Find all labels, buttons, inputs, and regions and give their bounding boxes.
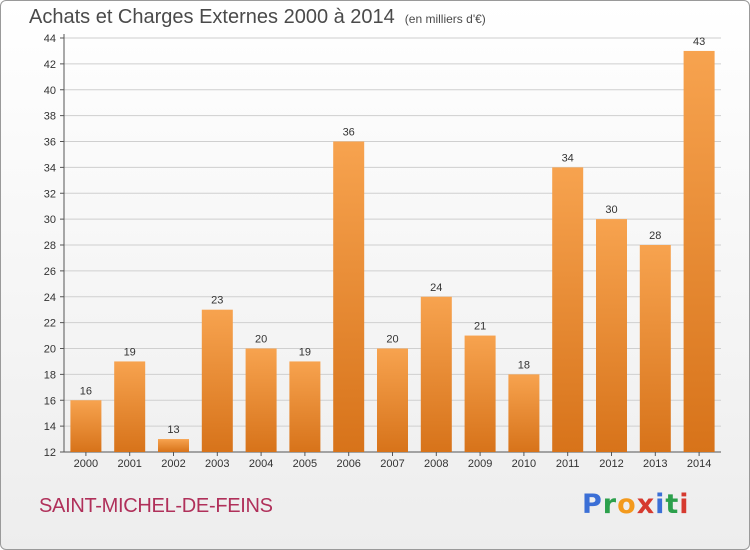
commune-name: SAINT-MICHEL-DE-FEINS bbox=[39, 495, 273, 517]
x-tick-label: 2010 bbox=[512, 458, 536, 470]
x-tick-label: 2005 bbox=[293, 458, 317, 470]
y-tick-label: 14 bbox=[44, 421, 56, 433]
bar-value-label: 21 bbox=[474, 321, 486, 333]
bar bbox=[245, 348, 277, 452]
x-tick-label: 2011 bbox=[556, 458, 580, 470]
bar bbox=[683, 50, 715, 452]
x-tick-label: 2006 bbox=[336, 458, 360, 470]
bar-value-label: 36 bbox=[343, 127, 355, 139]
bar-value-label: 23 bbox=[211, 295, 223, 307]
bar bbox=[158, 439, 189, 452]
x-tick-label: 2009 bbox=[468, 458, 492, 470]
bar-value-label: 20 bbox=[386, 334, 398, 346]
x-tick-label: 2000 bbox=[74, 458, 98, 470]
x-tick-label: 2001 bbox=[117, 458, 141, 470]
bar-value-label: 19 bbox=[299, 346, 311, 358]
bar bbox=[333, 141, 365, 452]
y-tick-label: 26 bbox=[44, 266, 56, 278]
chart-title-text: Achats et Charges Externes 2000 à 2014 bbox=[29, 6, 395, 28]
y-tick-label: 42 bbox=[44, 59, 56, 71]
y-tick-label: 30 bbox=[44, 214, 56, 226]
y-tick-label: 32 bbox=[44, 188, 56, 200]
chart-title: Achats et Charges Externes 2000 à 2014 (e… bbox=[29, 6, 486, 29]
bar bbox=[508, 374, 540, 452]
bar bbox=[420, 296, 452, 452]
y-tick-label: 22 bbox=[44, 318, 56, 330]
bar-value-label: 30 bbox=[605, 204, 617, 216]
x-tick-label: 2004 bbox=[249, 458, 273, 470]
x-tick-label: 2014 bbox=[687, 458, 711, 470]
bar bbox=[201, 309, 233, 452]
bar bbox=[70, 400, 102, 452]
y-tick-label: 20 bbox=[44, 344, 56, 356]
proxiti-logo: Proxiti bbox=[582, 489, 690, 520]
bar bbox=[639, 245, 671, 452]
x-tick-label: 2012 bbox=[599, 458, 623, 470]
x-tick-label: 2002 bbox=[161, 458, 185, 470]
y-tick-label: 24 bbox=[44, 292, 56, 304]
y-tick-label: 36 bbox=[44, 137, 56, 149]
bars bbox=[70, 50, 715, 452]
bar-value-label: 18 bbox=[518, 359, 530, 371]
bar-value-label: 34 bbox=[562, 152, 574, 164]
bar-value-label: 24 bbox=[430, 282, 442, 294]
y-tick-label: 38 bbox=[44, 111, 56, 123]
bar-value-label: 19 bbox=[124, 346, 136, 358]
y-tick-label: 28 bbox=[44, 240, 56, 252]
x-tick-label: 2003 bbox=[205, 458, 229, 470]
x-tick-label: 2007 bbox=[380, 458, 404, 470]
bar bbox=[464, 335, 496, 452]
chart-unit: (en milliers d'€) bbox=[404, 12, 486, 26]
bar bbox=[114, 361, 146, 452]
bar bbox=[596, 219, 627, 452]
axes: 12 14 16 18 20 22 24 26 28 30 32 34 36 38 40 42 44 2000 20… bbox=[44, 33, 721, 470]
bar-value-label: 28 bbox=[649, 230, 661, 242]
y-tick-label: 12 bbox=[44, 447, 56, 459]
bar-value-label: 13 bbox=[167, 424, 179, 436]
y-tick-label: 18 bbox=[44, 369, 56, 381]
x-tick-label: 2013 bbox=[643, 458, 667, 470]
bar bbox=[377, 348, 408, 452]
bar bbox=[552, 167, 584, 452]
bar bbox=[289, 361, 321, 452]
value-labels: 16 19 13 23 20 19 36 20 24 21 18 34 30 28 43 bbox=[80, 36, 705, 436]
y-tick-label: 16 bbox=[44, 395, 56, 407]
bar-value-label: 20 bbox=[255, 334, 267, 346]
y-tick-label: 44 bbox=[44, 33, 56, 45]
y-tick-label: 40 bbox=[44, 85, 56, 97]
x-tick-label: 2008 bbox=[424, 458, 448, 470]
y-tick-label: 34 bbox=[44, 162, 56, 174]
bar-value-label: 43 bbox=[693, 36, 705, 48]
bar-value-label: 16 bbox=[80, 385, 92, 397]
